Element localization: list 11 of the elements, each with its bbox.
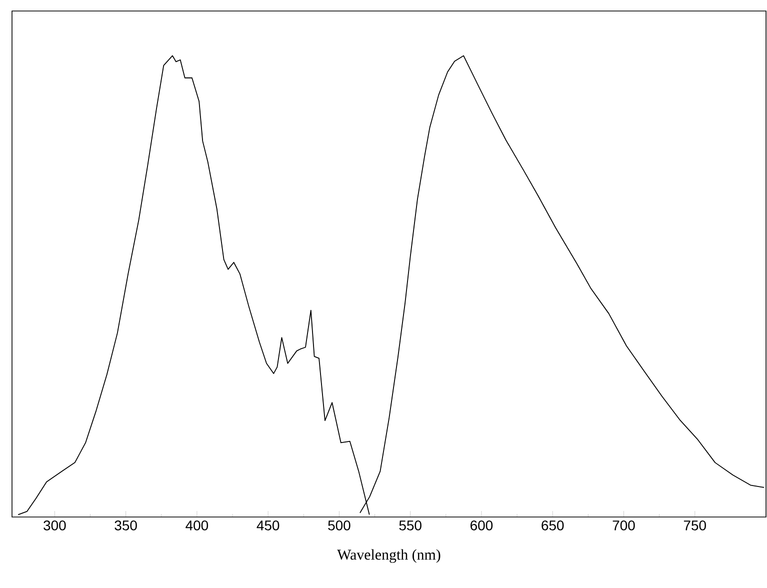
x-tick-label: 400: [186, 520, 208, 530]
x-tick-label: 300: [44, 520, 66, 530]
x-tick-label: 550: [399, 520, 422, 530]
x-tick-label: 350: [114, 520, 137, 530]
x-tick-label: 700: [612, 520, 635, 530]
x-tick-label: 450: [256, 520, 280, 530]
x-tick-label: 500: [328, 520, 350, 530]
x-tick-label: 600: [470, 520, 493, 530]
x-axis-title: Wavelength (nm): [337, 549, 440, 563]
x-tick-label: 750: [684, 520, 706, 530]
x-tick-label: 650: [542, 520, 564, 530]
